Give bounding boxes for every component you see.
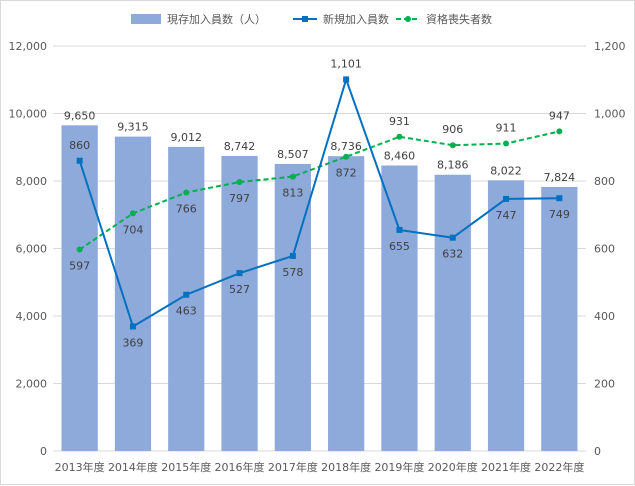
new-data-label: 1,101 [330, 57, 362, 70]
y-right-tick-label: 600 [594, 243, 615, 256]
bar-data-label: 9,012 [171, 131, 203, 144]
bar-data-label: 8,460 [384, 149, 416, 162]
new-data-label: 860 [69, 139, 90, 152]
new-data-label: 747 [496, 209, 517, 222]
lost-data-label: 947 [549, 109, 570, 122]
y-left-tick-label: 12,000 [9, 40, 48, 53]
lost-data-label: 813 [282, 187, 303, 200]
new-data-label: 527 [229, 283, 250, 296]
new-data-label: 463 [176, 305, 197, 318]
bar [221, 155, 258, 451]
new-line-marker [503, 195, 510, 202]
new-line-marker [76, 157, 83, 164]
new-line-marker [236, 270, 243, 277]
bar [541, 186, 578, 451]
bar [487, 180, 525, 451]
new-data-label: 369 [122, 336, 143, 349]
x-tick-label: 2018年度 [321, 460, 371, 474]
lost-data-label: 797 [229, 192, 250, 205]
y-right-tick-label: 200 [594, 378, 615, 391]
new-line-marker [289, 252, 296, 259]
lost-line-marker [503, 140, 510, 147]
lost-data-label: 931 [389, 115, 410, 128]
legend-bar-swatch [131, 14, 161, 24]
x-tick-label: 2015年度 [161, 460, 211, 474]
y-left-tick-label: 4,000 [16, 310, 48, 323]
legend-new-marker [302, 16, 308, 22]
legend-lost-label: 資格喪失者数 [426, 12, 492, 26]
bar-data-label: 8,507 [277, 148, 309, 161]
y-right-tick-label: 1,000 [594, 108, 626, 121]
lost-line-marker [129, 210, 136, 217]
x-tick-label: 2017年度 [268, 460, 318, 474]
new-line [78, 76, 560, 328]
bar [61, 125, 98, 451]
lost-line-marker [76, 246, 83, 253]
lost-line-marker [289, 173, 296, 180]
new-data-label: 749 [549, 208, 570, 221]
new-line-marker [343, 76, 350, 83]
lost-data-label: 906 [442, 123, 463, 136]
bar-data-label: 8,186 [437, 159, 469, 172]
new-line-marker [183, 291, 190, 298]
bar-data-label: 8,742 [224, 140, 256, 153]
lost-data-label: 872 [336, 167, 357, 180]
lost-line-marker [396, 133, 403, 140]
x-tick-label: 2013年度 [55, 460, 105, 474]
x-tick-label: 2020年度 [428, 460, 478, 474]
bar-data-label: 8,736 [330, 140, 362, 153]
bar [328, 156, 365, 451]
new-data-label: 655 [389, 240, 410, 253]
lost-data-label: 911 [496, 122, 517, 135]
x-tick-label: 2021年度 [481, 460, 531, 474]
legend-bar-label: 現存加入員数（人） [167, 12, 266, 26]
x-tick-label: 2014年度 [108, 460, 158, 474]
lost-line-marker [449, 142, 456, 149]
bar [114, 136, 152, 451]
legend-lost-marker [405, 16, 411, 22]
lost-data-label: 766 [176, 202, 197, 215]
bar-data-label: 9,315 [117, 121, 149, 134]
lost-data-label: 597 [69, 260, 90, 273]
new-line-marker [396, 226, 403, 233]
y-right-tick-label: 1,200 [594, 40, 626, 53]
y-left-tick-label: 2,000 [16, 378, 48, 391]
y-left-tick-label: 8,000 [16, 175, 48, 188]
x-tick-label: 2019年度 [374, 460, 424, 474]
lost-line-marker [236, 179, 243, 186]
new-line-marker [556, 195, 563, 202]
y-left-tick-label: 10,000 [9, 108, 48, 121]
x-tick-label: 2022年度 [534, 460, 584, 474]
lost-line-marker [343, 153, 350, 160]
lost-line-marker [183, 189, 190, 196]
new-data-label: 578 [282, 266, 303, 279]
bar-data-label: 9,650 [64, 109, 96, 122]
bar-data-label: 7,824 [544, 171, 576, 184]
x-tick-label: 2016年度 [215, 460, 265, 474]
bar [274, 163, 311, 452]
y-left-tick-label: 6,000 [16, 243, 48, 256]
new-line-marker [129, 323, 136, 330]
bar [434, 174, 471, 451]
legend-new-label: 新規加入員数 [323, 12, 389, 26]
lost-line [79, 130, 560, 251]
y-right-tick-label: 800 [594, 175, 615, 188]
new-data-label: 632 [442, 248, 463, 261]
new-line-marker [449, 234, 456, 241]
lost-data-label: 704 [122, 223, 143, 236]
bar-data-label: 8,022 [490, 164, 522, 177]
y-right-tick-label: 0 [594, 445, 601, 458]
y-right-tick-label: 400 [594, 310, 615, 323]
lost-line-marker [556, 128, 563, 135]
bar [381, 165, 418, 451]
y-left-tick-label: 0 [40, 445, 47, 458]
